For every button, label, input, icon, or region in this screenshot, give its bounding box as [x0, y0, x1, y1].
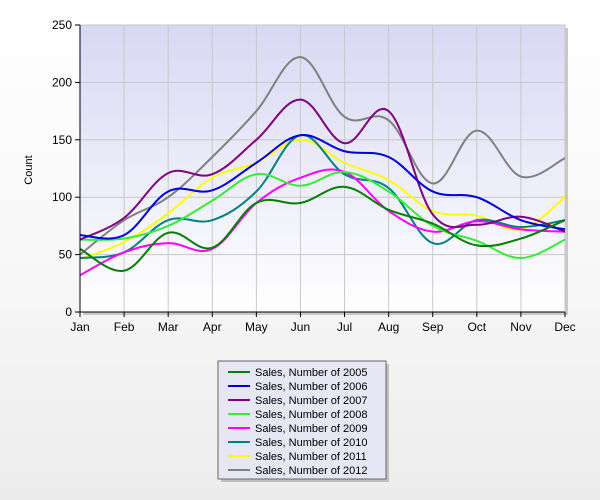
legend-label: Sales, Number of 2009 — [255, 423, 368, 435]
x-tick-label: Mar — [158, 320, 179, 334]
x-tick-label: Nov — [510, 320, 531, 334]
x-tick-label: Apr — [203, 320, 222, 334]
series-line-2010 — [80, 134, 565, 260]
legend-label: Sales, Number of 2005 — [255, 367, 368, 379]
legend-label: Sales, Number of 2011 — [255, 451, 367, 463]
axis-labels: 0 50 100 150 200 250 Jan Feb Mar Apr May Jun Jul Aug S… — [52, 18, 576, 334]
x-tick-label: Dec — [554, 320, 575, 334]
y-tick-label: 100 — [52, 190, 72, 204]
legend-label: Sales, Number of 2008 — [255, 409, 368, 421]
legend-label: Sales, Number of 2012 — [255, 465, 368, 477]
series-line-2005 — [80, 185, 565, 272]
y-tick-label: 150 — [52, 133, 72, 147]
y-tick-label: 250 — [52, 18, 72, 32]
x-tick-label: Sep — [422, 320, 444, 334]
legend-label: Sales, Number of 2006 — [255, 381, 368, 393]
y-tick-label: 200 — [52, 75, 72, 89]
y-tick-label: 0 — [65, 305, 72, 319]
series-line-2006 — [80, 134, 565, 240]
series-line-2008 — [80, 170, 565, 260]
legend-box — [217, 360, 387, 480]
x-tick-label: Aug — [378, 320, 399, 334]
legend-label: Sales, Number of 2007 — [255, 395, 368, 407]
x-tick-label: Feb — [114, 320, 135, 334]
series-line-2009 — [80, 168, 565, 277]
series-lines — [80, 56, 565, 277]
series-line-2007 — [80, 98, 565, 241]
x-tick-label: Jan — [70, 320, 89, 334]
series-line-2012 — [80, 56, 565, 256]
x-tick-label: Oct — [467, 320, 486, 334]
x-tick-label: Jul — [337, 320, 352, 334]
x-tick-label: Jun — [291, 320, 310, 334]
legend: Sales, Number of 2005 Sales, Number of 20… — [228, 367, 368, 477]
y-axis-title: Count — [23, 155, 35, 184]
plot-area — [79, 24, 566, 313]
legend-label: Sales, Number of 2010 — [255, 437, 368, 449]
y-tick-label: 50 — [59, 248, 73, 262]
x-tick-label: May — [245, 320, 268, 334]
